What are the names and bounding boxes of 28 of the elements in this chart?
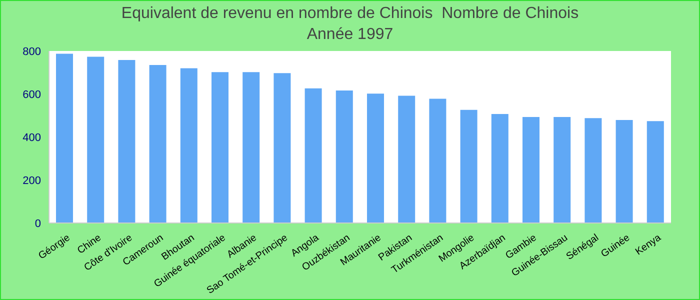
bar: [56, 54, 73, 223]
bar: [336, 90, 353, 223]
y-tick-label: 400: [22, 132, 41, 144]
bar: [149, 64, 166, 223]
bar: [212, 72, 228, 223]
bar: [429, 98, 446, 223]
bar: [242, 72, 260, 223]
bar: [118, 60, 136, 223]
x-tick-label: Chine: [76, 232, 104, 256]
bar: [522, 117, 540, 223]
y-tick-label: 600: [22, 88, 41, 101]
bar: [367, 94, 384, 223]
bar: [87, 56, 104, 223]
y-tick-label: 800: [22, 46, 41, 58]
bar: [274, 73, 291, 223]
y-tick-label: 200: [22, 174, 41, 187]
bar: [491, 114, 508, 223]
bar: [180, 68, 198, 223]
chart-title: Equivalent de revenu en nombre de Chinois Nombre de Chinois: [120, 4, 580, 24]
bar: [554, 117, 571, 223]
bar: [460, 110, 478, 223]
bar: [304, 88, 322, 223]
y-tick-label: 0: [34, 218, 41, 230]
bar: [646, 121, 664, 223]
bar: [616, 120, 633, 223]
bar: [398, 96, 416, 223]
bar: [584, 118, 602, 223]
chart-subtitle: Année 1997: [306, 25, 394, 45]
